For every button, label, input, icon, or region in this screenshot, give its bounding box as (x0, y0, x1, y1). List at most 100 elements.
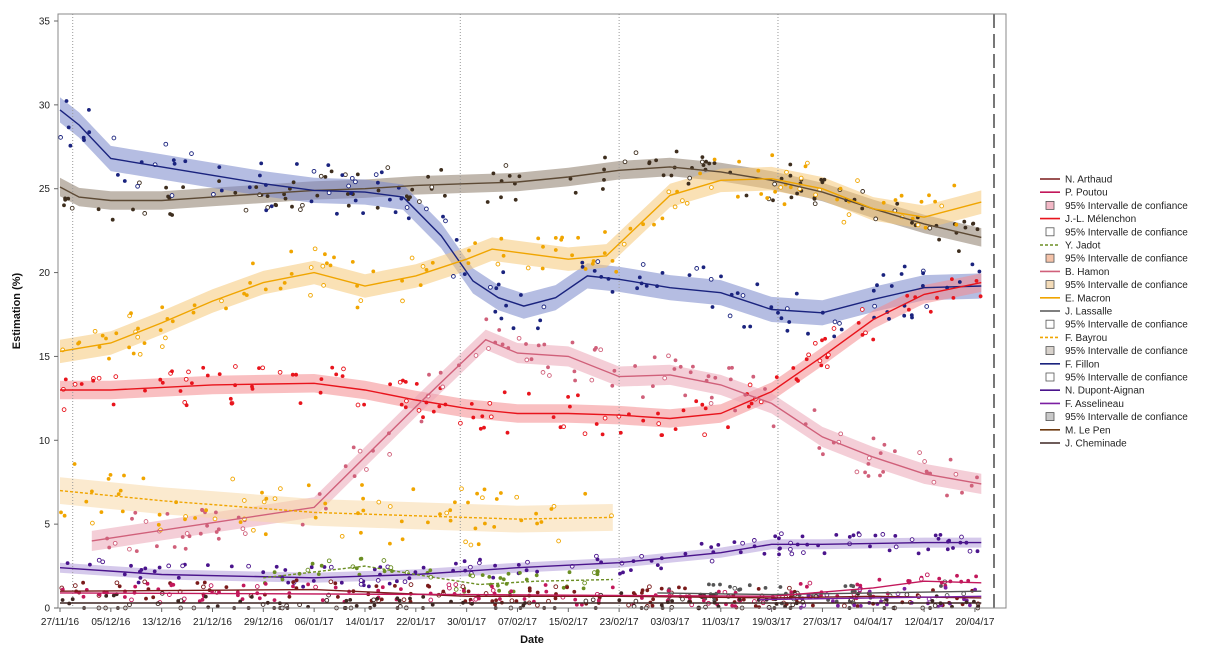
poll-dot-j-l-m-lenchon (233, 364, 238, 369)
poll-dot-n-dupont-aignan (975, 549, 980, 554)
poll-dot-m-le-pen (265, 194, 270, 199)
poll-dot-m-le-pen (633, 150, 639, 156)
poll-dot-j-l-m-lenchon (158, 377, 163, 382)
poll-dot-f-bayrou (62, 513, 67, 518)
poll-dot-e-macron (841, 219, 847, 225)
poll-dot-e-macron (263, 287, 268, 292)
poll-dot-b-hamon (863, 470, 867, 475)
poll-dot-b-hamon (107, 545, 112, 550)
poll-dot-j-l-m-lenchon (974, 279, 979, 283)
poll-dot-b-hamon (183, 546, 188, 551)
poll-dot-f-fillon (872, 303, 877, 309)
poll-dot-j-l-m-lenchon (334, 372, 339, 377)
poll-dot-f-fillon (635, 286, 639, 291)
poll-dot-b-hamon (473, 353, 479, 358)
poll-dot-m-le-pen (426, 174, 430, 179)
poll-dot-f-bayrou (72, 462, 77, 466)
poll-dot-b-hamon (821, 452, 825, 457)
poll-dot-y-jadot (524, 577, 529, 582)
poll-dot-f-fillon (454, 238, 459, 242)
poll-dot-b-hamon (440, 384, 446, 390)
poll-dot-f-fillon (779, 316, 784, 321)
poll-dot-e-macron (570, 253, 574, 258)
poll-dot-f-bayrou (204, 508, 209, 513)
poll-dot-n-arthaud (333, 581, 338, 586)
poll-dot-e-macron (323, 252, 327, 257)
poll-dot-e-macron (320, 263, 326, 269)
poll-dot-n-dupont-aignan (868, 544, 872, 549)
poll-dot-b-hamon (612, 368, 617, 373)
poll-dot-j-l-m-lenchon (61, 407, 67, 412)
poll-dot-e-macron (131, 351, 136, 356)
poll-dot-p-poutou (522, 597, 527, 601)
poll-dot-m-le-pen (346, 192, 350, 196)
poll-dot-f-fillon (536, 326, 540, 331)
poll-dot-n-dupont-aignan (851, 533, 856, 538)
poll-dot-e-macron (641, 222, 645, 227)
poll-dot-b-hamon (240, 526, 246, 532)
poll-dot-j-l-m-lenchon (416, 408, 422, 413)
x-tick-label: 29/12/16 (244, 617, 283, 628)
poll-dot-b-hamon (324, 506, 328, 511)
poll-dot-e-macron (107, 356, 111, 361)
poll-dot-p-poutou (81, 594, 86, 599)
poll-dot-y-jadot (561, 585, 566, 590)
poll-dot-j-l-m-lenchon (702, 432, 707, 438)
poll-dot-f-fillon (122, 179, 127, 183)
poll-dot-f-fillon (538, 318, 543, 323)
poll-dot-n-arthaud (374, 584, 379, 588)
poll-dot-f-fillon (111, 135, 117, 141)
poll-dot-j-l-m-lenchon (340, 374, 345, 378)
poll-dot-e-macron (684, 200, 690, 206)
poll-dot-n-arthaud (142, 579, 148, 585)
poll-dot-y-jadot (581, 586, 586, 591)
poll-dot-b-hamon (133, 510, 138, 515)
poll-dot-p-poutou (855, 582, 860, 587)
poll-dot-b-hamon (438, 370, 443, 375)
poll-dot-j-l-m-lenchon (294, 372, 298, 377)
poll-dot-n-dupont-aignan (206, 563, 210, 567)
poll-dot-f-bayrou (535, 521, 539, 526)
poll-dot-j-l-m-lenchon (143, 388, 147, 393)
poll-dot-m-le-pen (568, 176, 573, 181)
poll-dot-j-l-m-lenchon (860, 333, 865, 337)
poll-dot-p-poutou (955, 573, 959, 578)
poll-dot-n-dupont-aignan (413, 570, 418, 575)
x-tick-label: 19/03/17 (752, 617, 791, 628)
poll-dot-n-dupont-aignan (261, 570, 266, 575)
poll-dot-e-macron (100, 333, 105, 338)
poll-dot-p-poutou (453, 582, 459, 587)
poll-dot-e-macron (499, 236, 504, 241)
legend-label: 95% Intervalle de confiance (1065, 373, 1188, 384)
poll-dot-j-l-m-lenchon (794, 377, 799, 382)
poll-dot-m-le-pen (164, 185, 169, 190)
poll-dot-m-le-pen (962, 219, 967, 224)
poll-dot-f-fillon (335, 211, 339, 216)
plot-frame (57, 13, 1007, 609)
poll-dot-n-arthaud (202, 580, 207, 585)
poll-dot-n-arthaud (195, 581, 200, 585)
poll-dot-j-cheminade (619, 591, 624, 596)
poll-dot-b-hamon (172, 545, 177, 549)
band-b-hamon (91, 329, 982, 551)
poll-dot-f-fillon (361, 211, 365, 216)
poll-dot-y-jadot (357, 572, 362, 577)
poll-dot-m-le-pen (622, 159, 628, 165)
poll-dot-b-hamon (924, 469, 929, 474)
poll-dot-n-arthaud (328, 579, 334, 585)
poll-dot-j-l-m-lenchon (950, 277, 954, 281)
x-tick-label: 14/01/17 (346, 617, 385, 628)
poll-dot-e-macron (893, 198, 898, 202)
poll-dot-f-fillon (957, 280, 962, 284)
poll-dot-f-bayrou (306, 483, 311, 488)
poll-dot-y-jadot (480, 573, 485, 577)
poll-dot-j-l-m-lenchon (641, 418, 646, 423)
poll-dot-m-le-pen (927, 225, 933, 231)
poll-dot-y-jadot (595, 569, 600, 573)
poll-dot-n-dupont-aignan (157, 565, 162, 570)
poll-dot-y-jadot (470, 573, 476, 579)
poll-dot-j-l-m-lenchon (703, 406, 708, 411)
poll-dot-m-le-pen (971, 221, 976, 226)
poll-dot-e-macron (770, 153, 775, 158)
poll-dot-e-macron (621, 241, 627, 247)
